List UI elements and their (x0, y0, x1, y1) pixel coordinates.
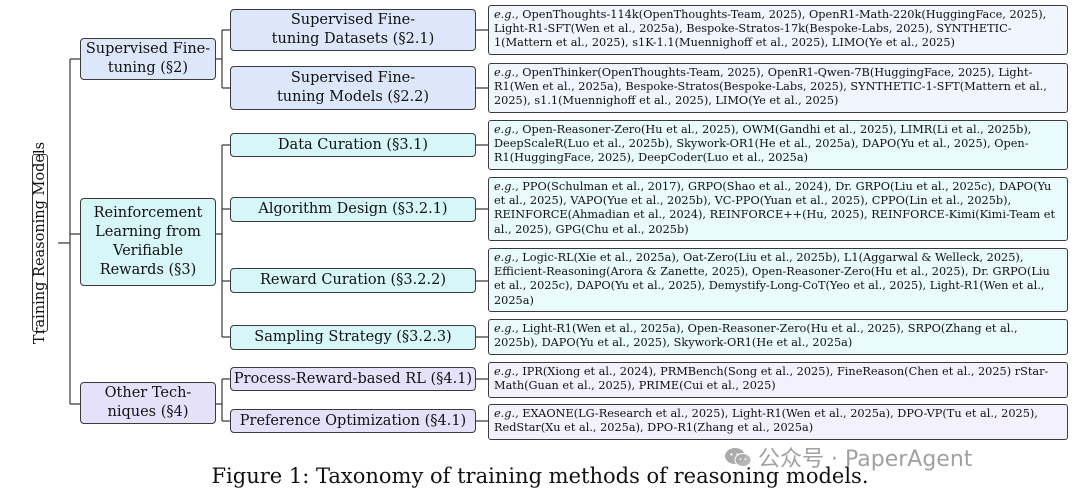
subcategory-algorithm-design-label: Algorithm Design (§3.2.1) (258, 201, 448, 217)
leaf-sft-models: e.g., OpenThinker(OpenThoughts-Team, 202… (488, 63, 1068, 113)
leaf-refs: Light-R1(Wen et al., 2025a), Open-Reason… (494, 322, 1018, 350)
leaf-refs: Open-Reasoner-Zero(Hu et al., 2025), OWM… (494, 123, 1032, 165)
leaf-eg: e.g., (494, 322, 519, 335)
watermark-text: 公众号 · PaperAgent (758, 447, 973, 472)
wechat-icon (725, 448, 752, 467)
subcategory-process-reward-rl-label: Process-Reward-based RL (§4.1) (233, 370, 473, 387)
leaf-refs: OpenThinker(OpenThoughts-Team, 2025), Op… (494, 66, 1047, 108)
subcategory-sft-models-label: Supervised Fine-tuning Models (§2.2) (276, 70, 430, 105)
root-box (32, 154, 48, 332)
root-node: Training Reasoning Models (22, 142, 58, 344)
leaf-process-reward-rl: e.g., IPR(Xiong et al., 2024), PRMBench(… (488, 362, 1068, 398)
leaf-algorithm-design: e.g., PPO(Schulman et al., 2017), GRPO(S… (488, 177, 1068, 241)
category-rlvr-label: Reinforcement Learning from Verifiable R… (93, 205, 203, 278)
watermark: 公众号 · PaperAgent (724, 441, 972, 473)
leaf-reward-curation: e.g., Logic-RL(Xie et al., 2025a), Oat-Z… (488, 248, 1068, 312)
subcategory-sft-datasets-label: Supervised Fine-tuning Datasets (§2.1) (271, 12, 435, 47)
subcategory-reward-curation-label: Reward Curation (§3.2.2) (260, 272, 446, 288)
leaf-data-curation: e.g., Open-Reasoner-Zero(Hu et al., 2025… (488, 120, 1068, 170)
leaf-eg: e.g., (494, 365, 519, 378)
leaf-refs: OpenThoughts-114k(OpenThoughts-Team, 202… (494, 8, 1047, 50)
leaf-eg: e.g., (494, 407, 519, 420)
leaf-refs: Logic-RL(Xie et al., 2025a), Oat-Zero(Li… (494, 251, 1050, 307)
subcategory-process-reward-rl: Process-Reward-based RL (§4.1) (230, 367, 476, 391)
leaf-refs: EXAONE(LG-Research et al., 2025), Light-… (494, 407, 1038, 435)
subcategory-algorithm-design: Algorithm Design (§3.2.1) (230, 197, 476, 222)
leaf-sft-datasets: e.g., OpenThoughts-114k(OpenThoughts-Tea… (488, 5, 1068, 55)
category-sft: Supervised Fine-tuning (§2) (80, 38, 216, 80)
figure-caption: Figure 1: Taxonomy of training methods o… (211, 464, 869, 488)
leaf-eg: e.g., (494, 180, 519, 193)
leaf-sampling-strategy: e.g., Light-R1(Wen et al., 2025a), Open-… (488, 319, 1068, 355)
subcategory-preference-optimization: Preference Optimization (§4.1) (230, 409, 476, 433)
category-rlvr: Reinforcement Learning from Verifiable R… (80, 198, 216, 286)
subcategory-data-curation-label: Data Curation (§3.1) (277, 136, 429, 153)
leaf-eg: e.g., (494, 123, 519, 136)
subcategory-preference-optimization-label: Preference Optimization (§4.1) (239, 412, 467, 429)
subcategory-sampling-strategy: Sampling Strategy (§3.2.3) (230, 325, 476, 350)
leaf-preference-optimization: e.g., EXAONE(LG-Research et al., 2025), … (488, 404, 1068, 440)
category-other-label: Other Tech-niques (§4) (104, 385, 192, 420)
leaf-refs: PPO(Schulman et al., 2017), GRPO(Shao et… (494, 180, 1055, 236)
subcategory-sft-datasets: Supervised Fine-tuning Datasets (§2.1) (230, 9, 476, 51)
category-other: Other Tech-niques (§4) (80, 382, 216, 424)
subcategory-reward-curation: Reward Curation (§3.2.2) (230, 268, 476, 293)
leaf-eg: e.g., (494, 251, 519, 264)
category-sft-label: Supervised Fine-tuning (§2) (85, 41, 211, 76)
leaf-eg: e.g., (494, 8, 519, 21)
root-label: Training Reasoning Models (32, 141, 48, 345)
subcategory-data-curation: Data Curation (§3.1) (230, 133, 476, 157)
leaf-refs: IPR(Xiong et al., 2024), PRMBench(Song e… (494, 365, 1049, 393)
subcategory-sampling-strategy-label: Sampling Strategy (§3.2.3) (254, 329, 452, 345)
leaf-eg: e.g., (494, 66, 519, 79)
subcategory-sft-models: Supervised Fine-tuning Models (§2.2) (230, 66, 476, 110)
